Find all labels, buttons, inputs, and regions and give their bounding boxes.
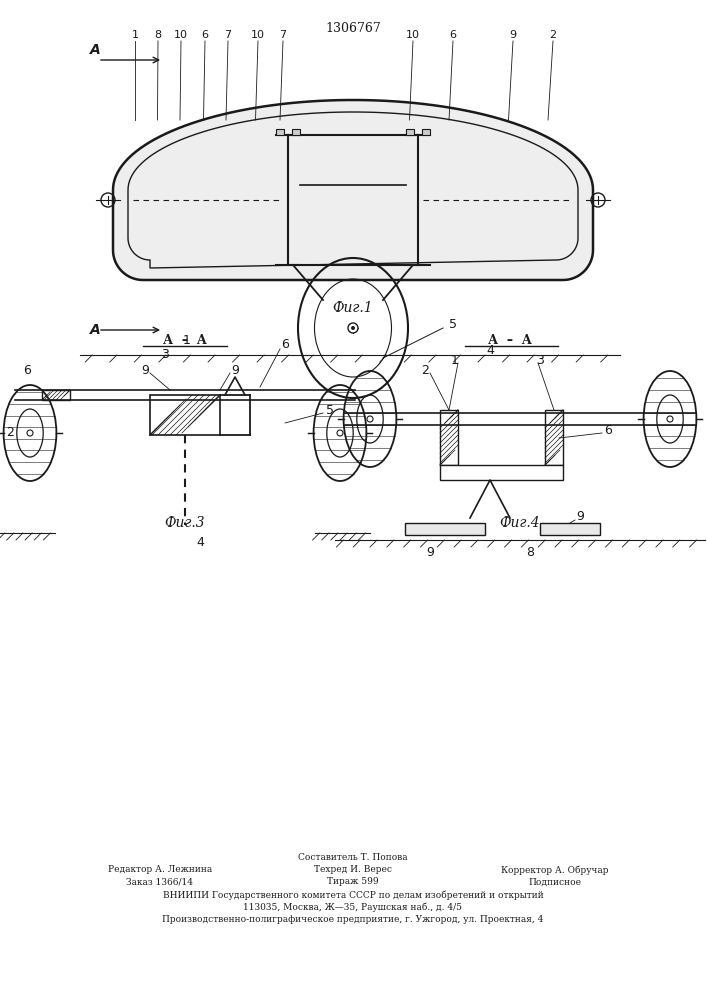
Text: 2: 2 [421, 363, 429, 376]
Circle shape [667, 416, 673, 422]
Text: 6: 6 [450, 30, 457, 40]
Bar [150, 395, 220, 435]
Bar [42, 390, 70, 400]
Text: 5: 5 [449, 318, 457, 332]
Text: 1: 1 [451, 354, 459, 366]
Text: Производственно-полиграфическое предприятие, г. Ужгород, ул. Проектная, 4: Производственно-полиграфическое предприя… [163, 914, 544, 924]
Text: Тираж 599: Тираж 599 [327, 878, 379, 886]
Text: 6: 6 [604, 424, 612, 436]
Text: 10: 10 [174, 30, 188, 40]
Circle shape [27, 430, 33, 436]
Bar [540, 523, 600, 535]
Text: 1: 1 [183, 334, 191, 347]
Circle shape [367, 416, 373, 422]
Text: 9: 9 [576, 510, 584, 524]
Text: А: А [90, 43, 100, 57]
Text: 113035, Москва, Ж—35, Раушская наб., д. 4/5: 113035, Москва, Ж—35, Раушская наб., д. … [243, 902, 462, 912]
Text: 8: 8 [154, 30, 162, 40]
Bar [422, 129, 430, 135]
Text: 3: 3 [536, 354, 544, 366]
Text: 7: 7 [279, 30, 286, 40]
Text: Редактор А. Лежнина: Редактор А. Лежнина [108, 865, 212, 874]
Bar [545, 410, 563, 465]
Text: 4: 4 [196, 536, 204, 550]
Text: Заказ 1366/14: Заказ 1366/14 [127, 878, 194, 886]
Circle shape [337, 430, 343, 436]
Text: А  –  А: А – А [488, 334, 532, 347]
Text: Техред И. Верес: Техред И. Верес [314, 865, 392, 874]
Text: 2: 2 [6, 426, 14, 440]
Text: 4: 4 [486, 344, 494, 357]
Circle shape [351, 326, 355, 330]
Text: 9: 9 [426, 546, 434, 560]
Text: Составитель Т. Попова: Составитель Т. Попова [298, 852, 408, 861]
Text: 6: 6 [201, 30, 209, 40]
Text: 2: 2 [549, 30, 556, 40]
Bar [276, 129, 284, 135]
Polygon shape [113, 100, 593, 280]
Bar [440, 465, 563, 480]
Text: 10: 10 [251, 30, 265, 40]
Text: 7: 7 [224, 30, 232, 40]
Text: 8: 8 [526, 546, 534, 560]
Text: 9: 9 [510, 30, 517, 40]
Text: Подписное: Подписное [529, 878, 581, 886]
Text: 6: 6 [23, 363, 31, 376]
Text: Фиг.3: Фиг.3 [165, 516, 205, 530]
Text: 5: 5 [326, 403, 334, 416]
Circle shape [348, 323, 358, 333]
Bar [440, 410, 458, 465]
Text: ВНИИПИ Государственного комитета СССР по делам изобретений и открытий: ВНИИПИ Государственного комитета СССР по… [163, 890, 544, 900]
Text: 6: 6 [281, 338, 289, 352]
Text: А: А [90, 323, 100, 337]
Text: 9: 9 [141, 363, 149, 376]
Text: 9: 9 [231, 363, 239, 376]
Text: А  –  А: А – А [163, 334, 207, 347]
Text: Фиг.1: Фиг.1 [333, 301, 373, 315]
Bar [292, 129, 300, 135]
Bar [406, 129, 414, 135]
Text: 1306767: 1306767 [325, 21, 381, 34]
Text: Фиг.4: Фиг.4 [500, 516, 540, 530]
Text: 1: 1 [132, 30, 139, 40]
Text: 3: 3 [161, 349, 169, 361]
Bar [405, 523, 485, 535]
Text: Корректор А. Обручар: Корректор А. Обручар [501, 865, 609, 875]
Text: 10: 10 [406, 30, 420, 40]
